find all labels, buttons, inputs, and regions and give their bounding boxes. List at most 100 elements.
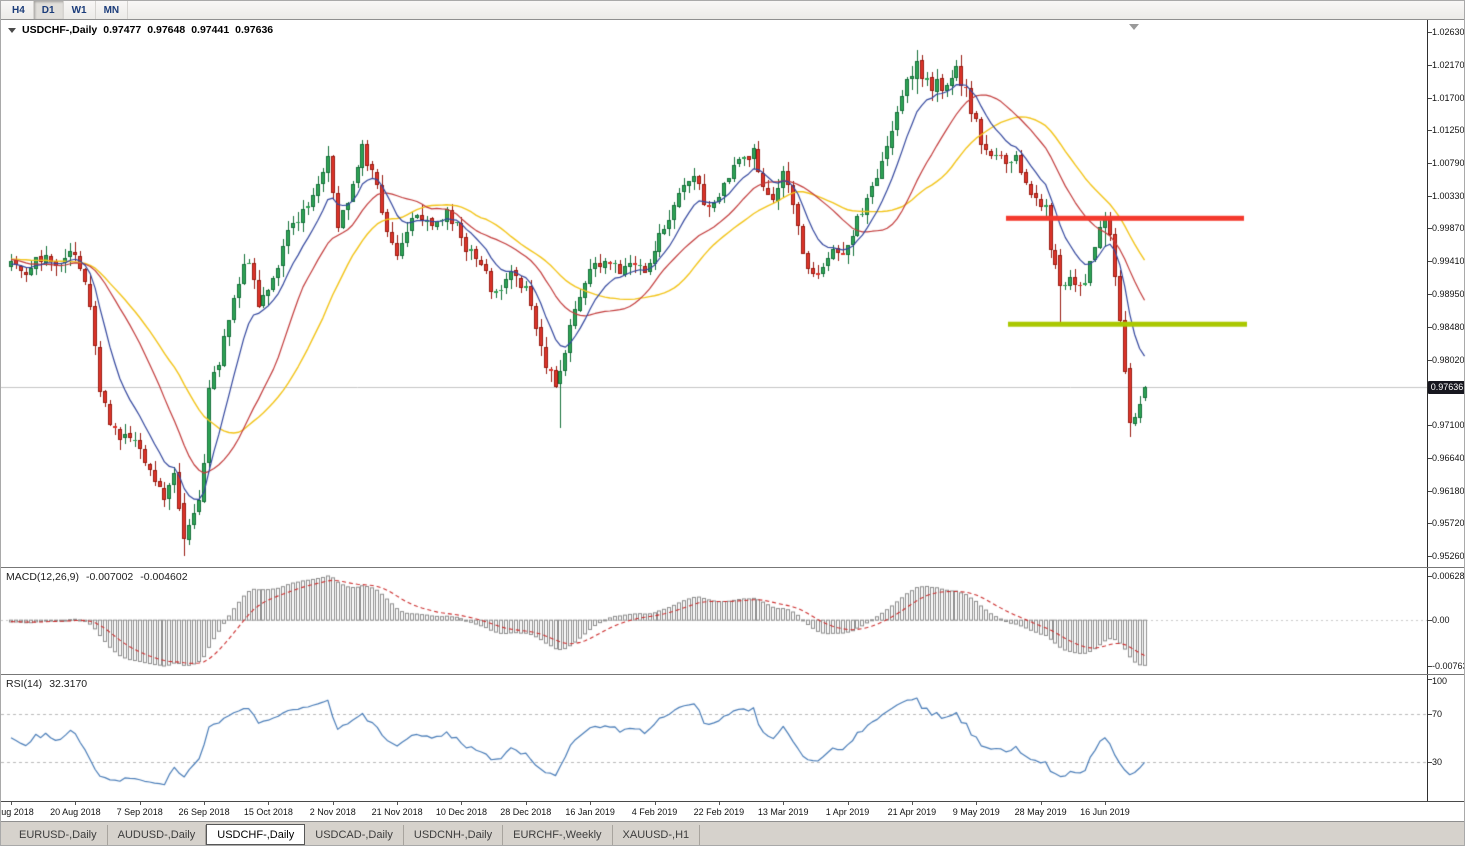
price-axis-tick <box>1428 32 1432 33</box>
macd-axis-label-tick <box>1428 576 1432 577</box>
date-axis-tick <box>719 802 720 805</box>
symbol-tab-eurchf[interactable]: EURCHF-,Weekly <box>503 824 613 845</box>
chart-dropdown-icon <box>8 27 16 33</box>
price-axis-tick <box>1428 327 1432 328</box>
date-axis-tick <box>976 802 977 805</box>
ohlc-low: 0.97441 <box>191 24 230 36</box>
date-axis-label: 2 Nov 2018 <box>309 807 356 817</box>
timeframe-button-mn[interactable]: MN <box>96 1 129 19</box>
macd-label: MACD(12,26,9) -0.007002 -0.004602 <box>6 571 188 583</box>
date-axis-tick <box>655 802 656 805</box>
timeframe-button-h4[interactable]: H4 <box>4 1 34 19</box>
price-axis-tick <box>1428 163 1432 164</box>
macd-panel: MACD(12,26,9) -0.007002 -0.004602 0.0062… <box>1 567 1464 674</box>
date-axis-label: 13 Mar 2019 <box>757 807 809 817</box>
date-axis-label: 15 Oct 2018 <box>243 807 293 817</box>
macd-scale[interactable]: 0.006286 0.00 -0.007635 <box>1427 568 1465 674</box>
price-axis-tick <box>1428 523 1432 524</box>
timeframe-button-w1[interactable]: W1 <box>64 1 96 19</box>
price-panel: USDCHF-,Daily 0.97477 0.97648 0.97441 0.… <box>1 20 1464 567</box>
price-axis-tick <box>1428 98 1432 99</box>
macd-canvas[interactable] <box>1 568 1427 674</box>
chart-shift-icon[interactable] <box>1129 24 1139 30</box>
rsi-panel: RSI(14) 32.3170 100 70 30 <box>1 674 1464 801</box>
symbol-tabbar: EURUSD-,Daily AUDUSD-,Daily USDCHF-,Daily U… <box>1 821 1464 845</box>
price-axis-tick <box>1428 425 1432 426</box>
price-axis-label: 1.02630 <box>1432 27 1465 37</box>
date-axis-label: 28 Dec 2018 <box>500 807 552 817</box>
macd-value-signal: -0.004602 <box>140 571 188 583</box>
price-axis-label: 0.99410 <box>1432 255 1465 266</box>
price-axis-label: 0.95260 <box>1432 551 1465 561</box>
date-axis-label: 1 Aug 2018 <box>1 807 34 817</box>
date-axis-label: 26 Sep 2018 <box>178 807 230 817</box>
rsi-scale[interactable]: 100 70 30 <box>1427 675 1464 801</box>
price-axis-tick <box>1428 228 1432 229</box>
price-axis-label: 0.98480 <box>1432 322 1465 333</box>
date-axis-label: 28 May 2019 <box>1014 807 1067 817</box>
symbol-tab-usdcnh[interactable]: USDCNH-,Daily <box>404 824 504 845</box>
date-axis-tick <box>783 802 784 805</box>
date-axis-label: 21 Nov 2018 <box>371 807 423 817</box>
price-axis-label: 1.01700 <box>1432 93 1465 104</box>
price-axis-tick <box>1428 294 1432 295</box>
date-axis-label: 22 Feb 2019 <box>693 807 745 817</box>
price-scale[interactable]: 1.02630 1.02170 1.01700 1.01250 1.00790 1.003… <box>1427 20 1465 567</box>
rsi-name: RSI(14) <box>6 678 43 690</box>
rsi-axis-label: 100 <box>1432 676 1448 686</box>
price-axis-label: 0.97100 <box>1432 420 1465 431</box>
chart-symbol-period: USDCHF-,Daily <box>22 24 98 36</box>
date-axis-label: 10 Dec 2018 <box>435 807 487 817</box>
rsi-axis-label-tick <box>1428 714 1432 715</box>
date-axis-tick <box>461 802 462 805</box>
macd-axis-label: 0.006286 <box>1432 571 1465 581</box>
date-axis-tick <box>333 802 334 805</box>
price-axis-tick <box>1428 261 1432 262</box>
rsi-canvas[interactable] <box>1 675 1427 801</box>
price-chart-canvas[interactable] <box>1 20 1427 567</box>
price-axis-label: 0.99870 <box>1432 223 1465 234</box>
symbol-tab-audusd[interactable]: AUDUSD-,Daily <box>108 824 207 845</box>
date-axis[interactable]: 1 Aug 2018 20 Aug 2018 7 Sep 2018 26 Sep 20… <box>1 801 1464 821</box>
rsi-axis-label: 70 <box>1432 709 1443 720</box>
symbol-tab-usdchf[interactable]: USDCHF-,Daily <box>206 824 306 845</box>
rsi-axis-label-tick <box>1428 679 1432 680</box>
bid-price-badge: 0.97636 <box>1428 380 1464 394</box>
symbol-tab-xauusd[interactable]: XAUUSD-,H1 <box>613 824 701 845</box>
macd-value-main: -0.007002 <box>85 571 134 583</box>
symbol-tab-eurusd[interactable]: EURUSD-,Daily <box>9 824 108 845</box>
price-axis-label: 1.02170 <box>1432 59 1465 70</box>
price-axis-tick <box>1428 556 1432 557</box>
date-axis-label: 1 Apr 2019 <box>825 807 870 817</box>
date-axis-tick <box>75 802 76 805</box>
rsi-axis-label-tick <box>1428 762 1432 763</box>
price-axis-label: 1.00790 <box>1432 157 1465 168</box>
price-axis-label: 0.96180 <box>1432 485 1465 496</box>
symbol-tab-usdcad[interactable]: USDCAD-,Daily <box>305 824 404 845</box>
price-axis-tick <box>1428 65 1432 66</box>
macd-axis-label: -0.007635 <box>1432 661 1464 671</box>
macd-axis-label-tick <box>1428 620 1432 621</box>
ohlc-high: 0.97648 <box>147 24 186 36</box>
ohlc-close: 0.97636 <box>235 24 274 36</box>
rsi-label: RSI(14) 32.3170 <box>6 678 87 690</box>
date-axis-tick <box>397 802 398 805</box>
date-axis-tick <box>526 802 527 805</box>
rsi-axis-label: 30 <box>1432 756 1443 767</box>
date-axis-tick <box>1041 802 1042 805</box>
date-axis-tick <box>11 802 12 805</box>
ohlc-open: 0.97477 <box>103 24 142 36</box>
timeframe-button-d1[interactable]: D1 <box>33 1 64 19</box>
price-axis-tick <box>1428 360 1432 361</box>
timeframe-toolbar: H4 D1 W1 MN <box>1 1 1464 20</box>
macd-axis-label-tick <box>1428 666 1432 667</box>
date-axis-label: 4 Feb 2019 <box>631 807 678 817</box>
date-axis-label: 21 Apr 2019 <box>887 807 937 817</box>
price-axis-tick <box>1428 491 1432 492</box>
macd-axis-label: 0.00 <box>1432 615 1450 626</box>
price-axis-label: 0.98950 <box>1432 288 1465 299</box>
price-axis-tick <box>1428 130 1432 131</box>
date-axis-tick <box>848 802 849 805</box>
price-axis-label: 1.01250 <box>1432 125 1465 136</box>
